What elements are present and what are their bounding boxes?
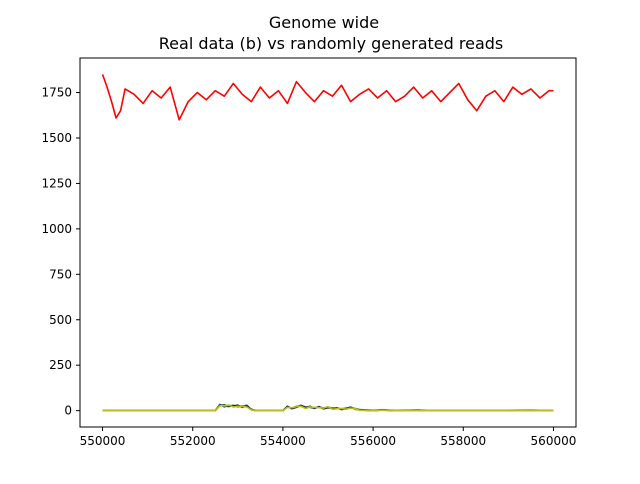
series-layer: [101, 74, 554, 412]
x-tick-label: 558000: [440, 434, 486, 448]
y-tick-label: 0: [64, 404, 72, 418]
series-line-5: [102, 404, 554, 412]
chart-title: Genome wide: [269, 13, 379, 32]
series-line-1: [101, 74, 554, 121]
x-tick-label: 552000: [170, 434, 216, 448]
y-tick-label: 1250: [41, 176, 72, 190]
y-tick-label: 1750: [41, 86, 72, 100]
y-tick-label: 750: [49, 267, 72, 281]
chart-subtitle: Real data (b) vs randomly generated read…: [159, 34, 503, 53]
x-tick-label: 560000: [531, 434, 577, 448]
plot-frame: [79, 57, 577, 428]
x-tick-label: 550000: [80, 434, 126, 448]
x-tick-label: 556000: [350, 434, 396, 448]
x-tick-label: 554000: [260, 434, 306, 448]
axes-layer: 550000 552000 554000 556000 558000 560000 0 250…: [41, 57, 577, 448]
y-tick-label: 500: [49, 313, 72, 327]
y-tick-label: 1000: [41, 222, 72, 236]
y-tick-label: 250: [49, 358, 72, 372]
y-tick-label: 1500: [41, 131, 72, 145]
